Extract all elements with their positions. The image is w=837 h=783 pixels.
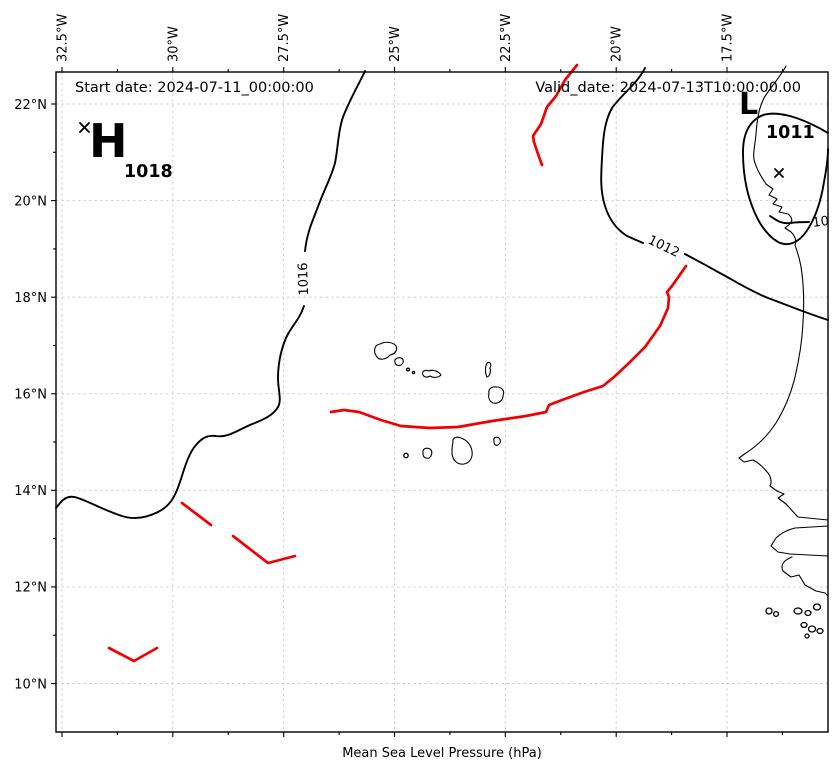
high-center-x-icon	[79, 122, 90, 133]
low-center-x-icon	[774, 168, 784, 178]
lon-tick-label: 22.5°W	[499, 14, 514, 62]
island-maio	[493, 436, 501, 446]
island-branco	[411, 370, 416, 375]
isobar-edge-fragment	[769, 215, 810, 225]
front-main-trough	[329, 264, 688, 430]
cape-verde-islands	[374, 341, 505, 465]
lat-tick-label: 16°N	[14, 388, 47, 403]
lat-tick-label: 18°N	[14, 291, 47, 306]
front-lines	[107, 63, 688, 663]
isobar-1011-loop	[742, 112, 829, 246]
front-dashed-segment-1	[180, 501, 213, 527]
latitude-tick-labels: 22°N 20°N 18°N 16°N 14°N 12°N 10°N	[14, 98, 47, 692]
gridlines	[56, 72, 828, 732]
valid-date-label: Valid_date: 2024-07-13T10:00:00.00	[535, 80, 801, 96]
isobar-1012	[600, 67, 829, 321]
front-dashed-segment-2	[231, 534, 297, 565]
island-boa-vista	[488, 386, 505, 404]
lon-tick-label: 20°W	[610, 26, 625, 62]
front-chevron-segment	[107, 646, 159, 663]
low-value: 1011	[766, 123, 815, 143]
isobar-label-edge: 10	[811, 214, 829, 231]
lon-tick-label: 17.5°W	[721, 14, 736, 62]
high-symbol: H	[89, 114, 128, 168]
island-santo-antao	[374, 341, 398, 360]
lat-tick-label: 14°N	[14, 484, 47, 499]
lon-tick-label: 32.5°W	[56, 14, 71, 62]
lon-tick-label: 25°W	[388, 26, 403, 62]
lat-tick-label: 22°N	[14, 98, 47, 113]
start-date-label: Start date: 2024-07-11_00:00:00	[75, 80, 314, 96]
isobar-label-1012: 1012	[645, 233, 681, 261]
isobar-1012-lower-segment	[684, 253, 829, 321]
longitude-tick-labels: 32.5°W 30°W 27.5°W 25°W 22.5°W 20°W 17.5°W	[56, 14, 736, 62]
isobar-label-1016: 1016	[296, 262, 312, 296]
axis-ticks	[51, 67, 783, 737]
island-sal	[484, 361, 492, 378]
isobar-1016-lower-segment	[55, 305, 305, 520]
island-santiago	[451, 436, 473, 465]
low-symbol: L	[739, 87, 758, 122]
lat-tick-label: 20°N	[14, 194, 47, 209]
coastline-main	[738, 65, 829, 597]
island-fogo	[422, 447, 433, 459]
island-santa-luzia	[405, 367, 411, 372]
island-sao-nicolau	[421, 369, 442, 378]
front-north-segment	[531, 63, 579, 167]
xaxis-title: Mean Sea Level Pressure (hPa)	[342, 746, 542, 761]
bijagos-islets	[765, 603, 824, 639]
isobar-1012-upper-segment	[600, 67, 646, 244]
lat-tick-label: 12°N	[14, 581, 47, 596]
africa-coastline	[738, 65, 829, 639]
plot-border	[55, 71, 829, 733]
lat-tick-label: 10°N	[14, 677, 47, 692]
isobar-1016	[55, 70, 366, 520]
lon-tick-label: 27.5°W	[277, 14, 292, 62]
island-brava	[403, 452, 409, 459]
lon-tick-label: 30°W	[166, 26, 181, 62]
isobar-1016-upper-segment	[304, 70, 366, 252]
island-sao-vicente	[394, 357, 404, 366]
high-value: 1018	[124, 162, 173, 182]
